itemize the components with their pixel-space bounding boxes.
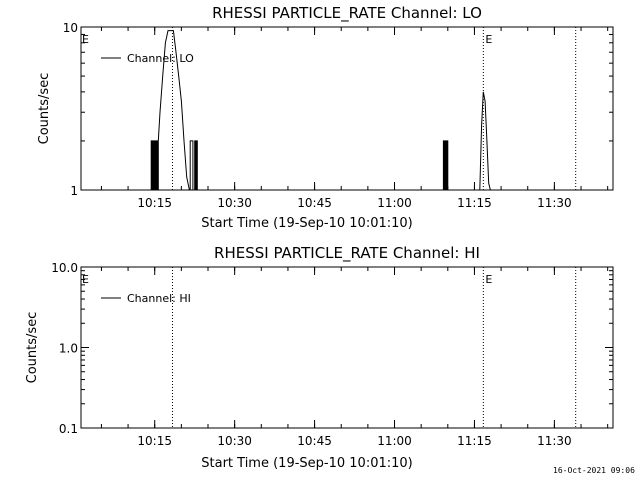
chart-title: RHESSI PARTICLE_RATE Channel: LO	[212, 4, 482, 23]
x-tick-label: 11:15	[457, 434, 492, 448]
x-tick-label: 10:45	[297, 196, 332, 210]
y-tick-label: 10	[63, 21, 78, 35]
y-tick-label: 0.1	[59, 422, 78, 436]
y-tick-label: 10.0	[51, 261, 78, 275]
y-axis-label: Counts/sec	[25, 312, 40, 384]
x-tick-label: 11:15	[457, 196, 492, 210]
corner-marker: E	[82, 33, 89, 46]
corner-marker: E	[82, 273, 89, 286]
x-tick-label: 11:00	[377, 196, 412, 210]
timestamp-stamp: 16-Oct-2021 09:06	[553, 466, 635, 475]
x-axis-label: Start Time (19-Sep-10 10:01:10)	[201, 216, 412, 231]
event-marker: E	[485, 33, 492, 46]
y-tick-label: 1	[70, 184, 78, 198]
x-tick-label: 10:30	[217, 434, 252, 448]
chart-title: RHESSI PARTICLE_RATE Channel: HI	[214, 244, 480, 263]
y-axis-label: Counts/sec	[37, 73, 52, 145]
x-tick-label: 10:15	[137, 434, 172, 448]
y-tick-label: 1.0	[59, 342, 78, 356]
x-tick-label: 10:45	[297, 434, 332, 448]
x-tick-label: 10:15	[137, 196, 172, 210]
series-line	[150, 30, 491, 191]
x-tick-label: 10:30	[217, 196, 252, 210]
x-tick-label: 11:30	[537, 196, 572, 210]
event-marker: E	[485, 273, 492, 286]
legend-label: Channel: HI	[127, 292, 191, 305]
x-tick-label: 11:30	[537, 434, 572, 448]
x-axis-label: Start Time (19-Sep-10 10:01:10)	[201, 456, 412, 471]
x-tick-label: 11:00	[377, 434, 412, 448]
legend-label: Channel: LO	[127, 52, 194, 65]
